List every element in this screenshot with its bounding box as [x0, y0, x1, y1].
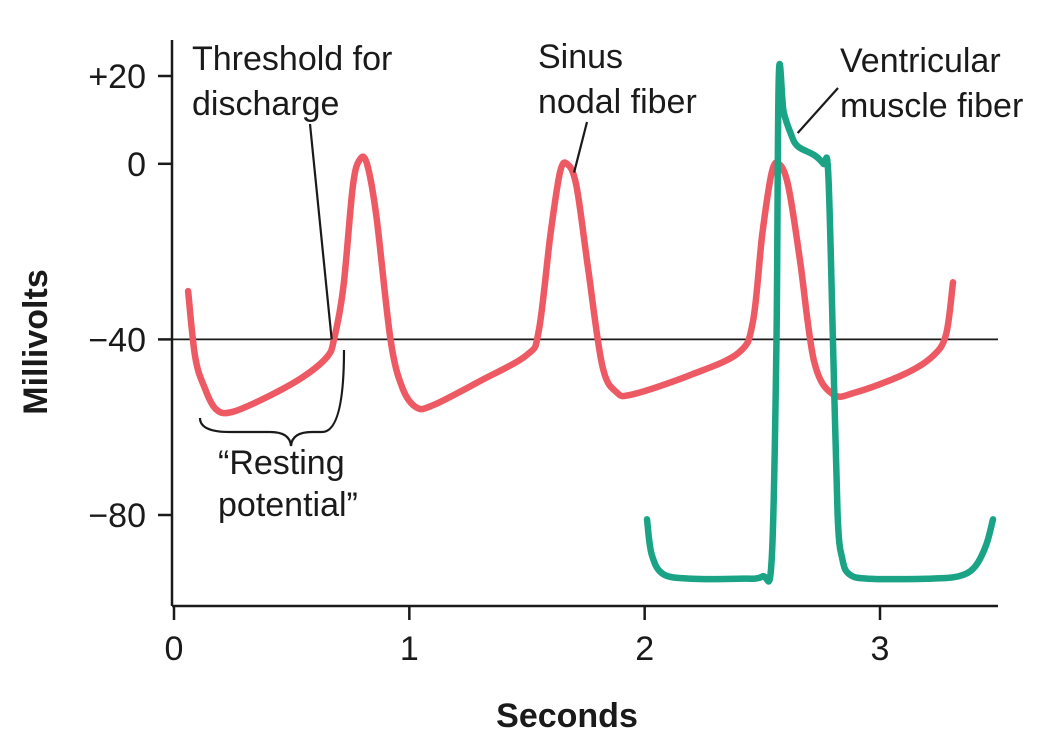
resting-potential-brace [198, 349, 346, 447]
y-axis-ticks: +20 0 −40 −80 [88, 58, 172, 535]
ventricular-label-line-2: muscle fiber [840, 87, 1023, 125]
y-tick-label: 0 [127, 146, 146, 184]
x-tick-label: 3 [871, 630, 890, 668]
sinus-nodal-fiber-line [184, 153, 957, 417]
y-tick-label: +20 [88, 58, 146, 96]
x-axis-ticks: 0 1 2 3 [165, 606, 890, 668]
threshold-label-line-2: discharge [192, 85, 339, 123]
x-tick-label: 0 [165, 630, 184, 668]
x-axis-title: Seconds [496, 697, 638, 735]
y-axis-title: Millivolts [17, 269, 55, 414]
ventricular-label-line-1: Ventricular [840, 42, 1001, 80]
sinus-label-line-2: nodal fiber [538, 83, 697, 121]
ventricular-leader-line [796, 87, 839, 134]
x-tick-label: 1 [400, 630, 419, 668]
y-tick-label: −40 [88, 321, 146, 359]
resting-label-line-1: “Resting [218, 444, 345, 482]
x-tick-label: 2 [635, 630, 654, 668]
y-tick-label: −80 [88, 497, 146, 535]
plot-area: +20 0 −40 −80 0 1 2 3 [88, 40, 998, 668]
resting-label-line-2: potential” [218, 486, 358, 524]
series-layer [184, 61, 997, 585]
ventricular-muscle-fiber-line [643, 61, 997, 585]
threshold-leader-line [308, 123, 333, 340]
threshold-label-line-1: Threshold for [192, 40, 392, 78]
sinus-label-line-1: Sinus [538, 38, 623, 76]
sinus-leader-line [573, 121, 589, 173]
annotation-layer [308, 87, 839, 340]
